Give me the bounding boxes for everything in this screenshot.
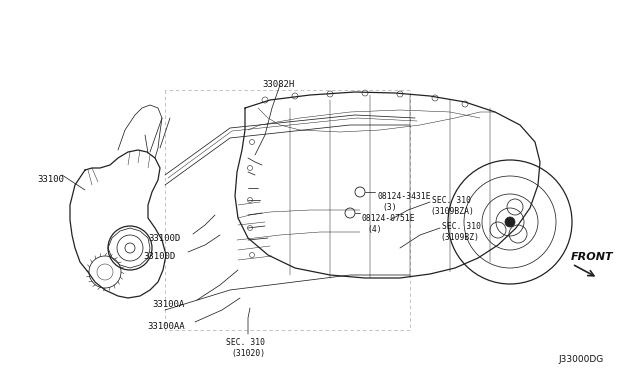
Circle shape [505, 217, 515, 227]
Text: 33100D: 33100D [143, 252, 175, 261]
Text: 33100D: 33100D [148, 234, 180, 243]
Text: 33100AA: 33100AA [147, 322, 184, 331]
Text: (31020): (31020) [231, 349, 265, 358]
Text: 33100A: 33100A [152, 300, 184, 309]
Text: (3109BZ): (3109BZ) [440, 233, 479, 242]
Text: J33000DG: J33000DG [559, 355, 604, 364]
Text: SEC. 310: SEC. 310 [432, 196, 471, 205]
Text: (3): (3) [382, 203, 397, 212]
Text: 33082H: 33082H [262, 80, 294, 89]
Text: 33100: 33100 [37, 175, 64, 184]
Text: FRONT: FRONT [571, 252, 614, 262]
Text: (3109BZA): (3109BZA) [430, 207, 474, 216]
Text: 08124-0751E: 08124-0751E [362, 214, 415, 223]
Text: (4): (4) [367, 225, 381, 234]
Text: SEC. 310: SEC. 310 [442, 222, 481, 231]
Text: SEC. 310: SEC. 310 [227, 338, 266, 347]
Text: 08124-3431E: 08124-3431E [377, 192, 431, 201]
